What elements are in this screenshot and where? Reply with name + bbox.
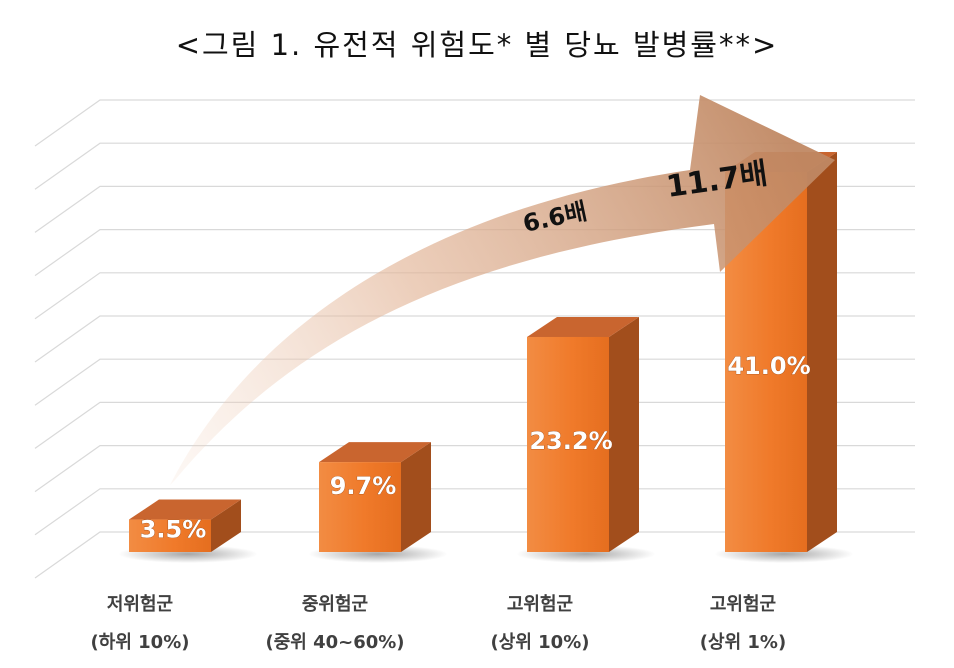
gridline [34, 142, 915, 190]
bar-top [319, 442, 431, 463]
gridlines [34, 99, 915, 579]
data-label: 23.2% [529, 427, 612, 455]
bar-side [401, 442, 431, 552]
bar-top [527, 316, 639, 337]
bars [118, 152, 854, 563]
data-label: 3.5% [140, 516, 207, 544]
gridline [34, 315, 915, 363]
category-label: 중위험군 [301, 594, 369, 615]
category-sublabel: (하위 10%) [90, 632, 190, 653]
data-label: 41.0% [727, 352, 810, 380]
bar-side [609, 316, 639, 552]
gridline [34, 401, 915, 449]
growth-arrow [170, 95, 835, 485]
bar-side [807, 152, 837, 552]
chart-title: <그림 1. 유전적 위험도* 별 당뇨 발병률**> [175, 28, 779, 62]
growth-arrow-shape [170, 95, 835, 485]
bar-side [211, 499, 241, 552]
category-sublabel: (상위 1%) [699, 632, 787, 653]
category-label: 고위험군 [506, 594, 574, 615]
category-sublabel: (상위 10%) [490, 632, 590, 653]
bar [319, 462, 401, 552]
category-sublabel: (중위 40~60%) [265, 632, 405, 653]
gridline [34, 445, 915, 493]
gridline [34, 488, 915, 536]
data-label: 9.7% [330, 472, 397, 500]
bar [129, 519, 211, 552]
category-label: 저위험군 [106, 594, 174, 615]
gridline [34, 272, 915, 320]
category-label: 고위험군 [709, 594, 777, 615]
gridline [34, 99, 915, 147]
bar [527, 336, 609, 552]
gridline [34, 358, 915, 406]
gridline [34, 531, 915, 579]
bar-top [129, 499, 241, 520]
